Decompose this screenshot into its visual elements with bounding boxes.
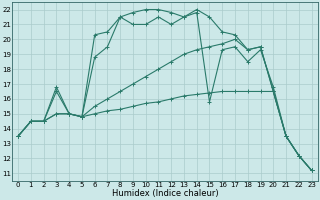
X-axis label: Humidex (Indice chaleur): Humidex (Indice chaleur) <box>112 189 218 198</box>
